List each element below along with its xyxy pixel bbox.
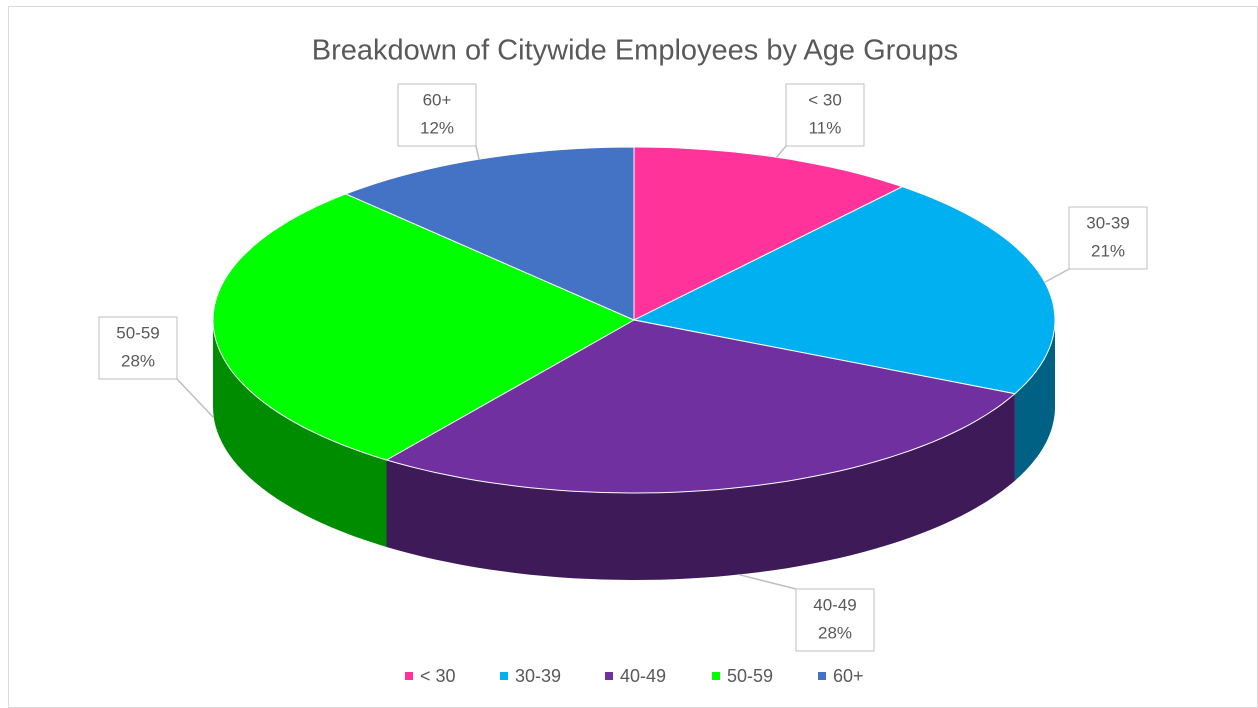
label-category: 30-39 [1086,213,1129,232]
slice-side [386,393,1015,580]
leader-line [475,145,480,160]
label-box [98,316,178,380]
legend-swatch [500,672,508,680]
label-box [397,83,477,147]
chart-title: Breakdown of Citywide Employees by Age G… [312,35,958,67]
label-box [785,83,865,147]
legend-swatch [405,672,413,680]
label-category: < 30 [808,90,842,109]
label-category: 60+ [423,90,452,109]
slice-side [213,320,387,547]
leader-line [738,573,797,590]
data-label: 11% [809,118,842,137]
legend-swatch [605,672,613,680]
legend-label: 60+ [833,666,864,686]
label-box [795,588,875,652]
leader-line [176,378,215,419]
legend-swatch [818,672,826,680]
legend-label: 30-39 [515,666,561,686]
legend-swatch [712,672,720,680]
legend-label: 50-59 [727,666,773,686]
label-category: 50-59 [116,323,159,342]
label-box [1068,206,1148,270]
slice [385,319,1017,494]
label-category: 40-49 [813,595,856,614]
slice [212,193,636,461]
slice-side [1014,320,1055,481]
leader-line [1044,268,1070,283]
legend-label: < 30 [420,666,456,686]
data-label: 12% [420,118,454,137]
data-label: 21% [1091,241,1125,260]
legend-label: 40-49 [620,666,666,686]
data-label: 28% [121,351,155,370]
data-label: 28% [818,623,852,642]
leader-line [776,145,787,158]
